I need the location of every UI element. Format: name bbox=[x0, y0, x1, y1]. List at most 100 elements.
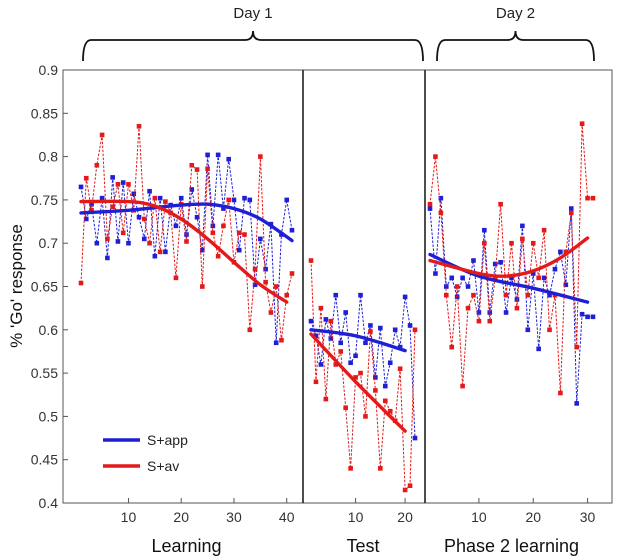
data-point-s-app bbox=[273, 340, 279, 346]
data-point-s-av bbox=[189, 162, 195, 168]
data-point-s-av bbox=[338, 349, 344, 354]
data-point-s-av bbox=[173, 275, 179, 281]
data-point-s-av bbox=[115, 182, 121, 187]
data-point-s-app bbox=[465, 284, 471, 289]
data-point-s-app bbox=[252, 282, 258, 288]
data-point-s-app bbox=[308, 318, 314, 324]
y-tick-label: 0.45 bbox=[31, 452, 58, 468]
data-point-s-app bbox=[236, 247, 242, 253]
data-point-s-av bbox=[348, 466, 353, 471]
x-tick-label: 10 bbox=[471, 509, 487, 525]
series-line-s-app bbox=[80, 154, 293, 343]
data-point-s-app bbox=[444, 284, 449, 289]
data-point-s-app bbox=[525, 327, 531, 333]
bracket-label-1: Day 1 bbox=[233, 5, 272, 22]
data-point-s-app bbox=[503, 310, 509, 315]
legend-label-s-app: S+app bbox=[147, 432, 188, 448]
plot-frame bbox=[62, 69, 613, 504]
data-point-s-av bbox=[147, 240, 152, 246]
data-point-s-av bbox=[215, 253, 221, 259]
panel-label-phase2: Phase 2 learning bbox=[444, 536, 579, 556]
data-point-s-app bbox=[579, 311, 585, 317]
data-point-s-app bbox=[105, 255, 110, 261]
data-point-s-app bbox=[492, 261, 498, 267]
data-point-s-av bbox=[454, 284, 460, 289]
data-point-s-av bbox=[373, 388, 378, 393]
data-point-s-av bbox=[333, 362, 339, 367]
data-point-s-av bbox=[471, 292, 476, 298]
data-point-s-av bbox=[363, 414, 368, 419]
data-point-s-app bbox=[338, 340, 344, 346]
data-point-s-app bbox=[402, 294, 408, 300]
data-point-s-av bbox=[444, 292, 449, 298]
data-point-s-app bbox=[226, 156, 231, 162]
data-point-s-app bbox=[536, 346, 541, 352]
data-point-s-app bbox=[221, 206, 226, 211]
data-point-s-av bbox=[205, 166, 210, 172]
data-point-s-app bbox=[318, 362, 324, 367]
y-axis: 0.4 0.45 0.5 0.55 0.6 0.65 0.7 0.75 0.8 0.85 0.9 bbox=[31, 62, 68, 511]
data-point-s-av bbox=[476, 318, 482, 324]
data-point-s-av bbox=[289, 271, 295, 276]
data-point-s-av bbox=[284, 292, 290, 298]
data-point-s-app bbox=[205, 152, 210, 158]
trend-curve-s-app bbox=[428, 252, 590, 304]
data-point-s-app bbox=[552, 266, 558, 272]
trend-curve-s-av bbox=[79, 199, 289, 304]
data-point-s-app bbox=[353, 353, 358, 359]
data-point-s-av bbox=[226, 197, 231, 203]
data-point-s-app bbox=[382, 383, 388, 389]
panel-learning: 10 20 30 40 Learning bbox=[78, 123, 295, 556]
bracket-1 bbox=[82, 30, 424, 62]
data-point-s-app bbox=[110, 175, 115, 180]
data-point-s-app bbox=[574, 401, 579, 406]
data-point-s-av bbox=[99, 132, 105, 138]
data-point-s-av bbox=[579, 121, 585, 126]
data-point-s-av bbox=[89, 207, 94, 213]
data-point-s-app bbox=[173, 223, 179, 229]
data-point-s-app bbox=[152, 253, 158, 259]
data-point-s-app bbox=[509, 275, 514, 281]
data-point-s-av bbox=[460, 383, 465, 389]
data-point-s-app bbox=[194, 214, 200, 220]
data-point-s-app bbox=[368, 323, 373, 328]
bracket-2 bbox=[436, 30, 595, 62]
data-point-s-av bbox=[78, 280, 84, 286]
day-brackets: Day 1 Day 2 bbox=[82, 5, 595, 62]
data-point-s-app bbox=[215, 152, 221, 158]
legend: S+app S+av bbox=[103, 432, 188, 474]
data-point-s-av bbox=[83, 175, 89, 181]
data-point-s-app bbox=[189, 187, 195, 192]
trend-curve-s-av bbox=[428, 236, 590, 278]
data-point-s-app bbox=[120, 180, 126, 185]
data-point-s-app bbox=[438, 195, 444, 201]
y-tick-label: 0.55 bbox=[31, 365, 58, 381]
data-point-s-av bbox=[514, 305, 520, 311]
data-point-s-av bbox=[279, 337, 284, 343]
data-point-s-av bbox=[382, 398, 388, 404]
data-point-s-app bbox=[343, 310, 348, 315]
data-point-s-av bbox=[242, 232, 247, 237]
data-point-s-app bbox=[348, 360, 353, 366]
data-point-s-av bbox=[200, 284, 205, 289]
data-point-s-av bbox=[563, 249, 569, 255]
data-point-s-av bbox=[449, 344, 455, 350]
x-tick-label: 30 bbox=[226, 509, 242, 525]
data-point-s-app bbox=[178, 195, 184, 201]
x-tick-label: 30 bbox=[580, 509, 596, 525]
data-point-s-av bbox=[438, 210, 444, 216]
x-tick-label: 10 bbox=[121, 509, 137, 525]
legend-label-s-av: S+av bbox=[147, 458, 179, 474]
data-point-s-app bbox=[115, 239, 121, 244]
data-point-s-app bbox=[363, 340, 368, 346]
data-point-s-av bbox=[585, 195, 590, 201]
data-point-s-app bbox=[328, 336, 334, 341]
data-point-s-app bbox=[520, 223, 525, 229]
data-point-s-av bbox=[152, 195, 158, 201]
data-point-s-app bbox=[258, 236, 263, 242]
data-point-s-av bbox=[353, 375, 358, 380]
data-point-s-app bbox=[142, 236, 147, 242]
data-point-s-app bbox=[358, 292, 363, 298]
data-point-s-app bbox=[157, 195, 163, 201]
